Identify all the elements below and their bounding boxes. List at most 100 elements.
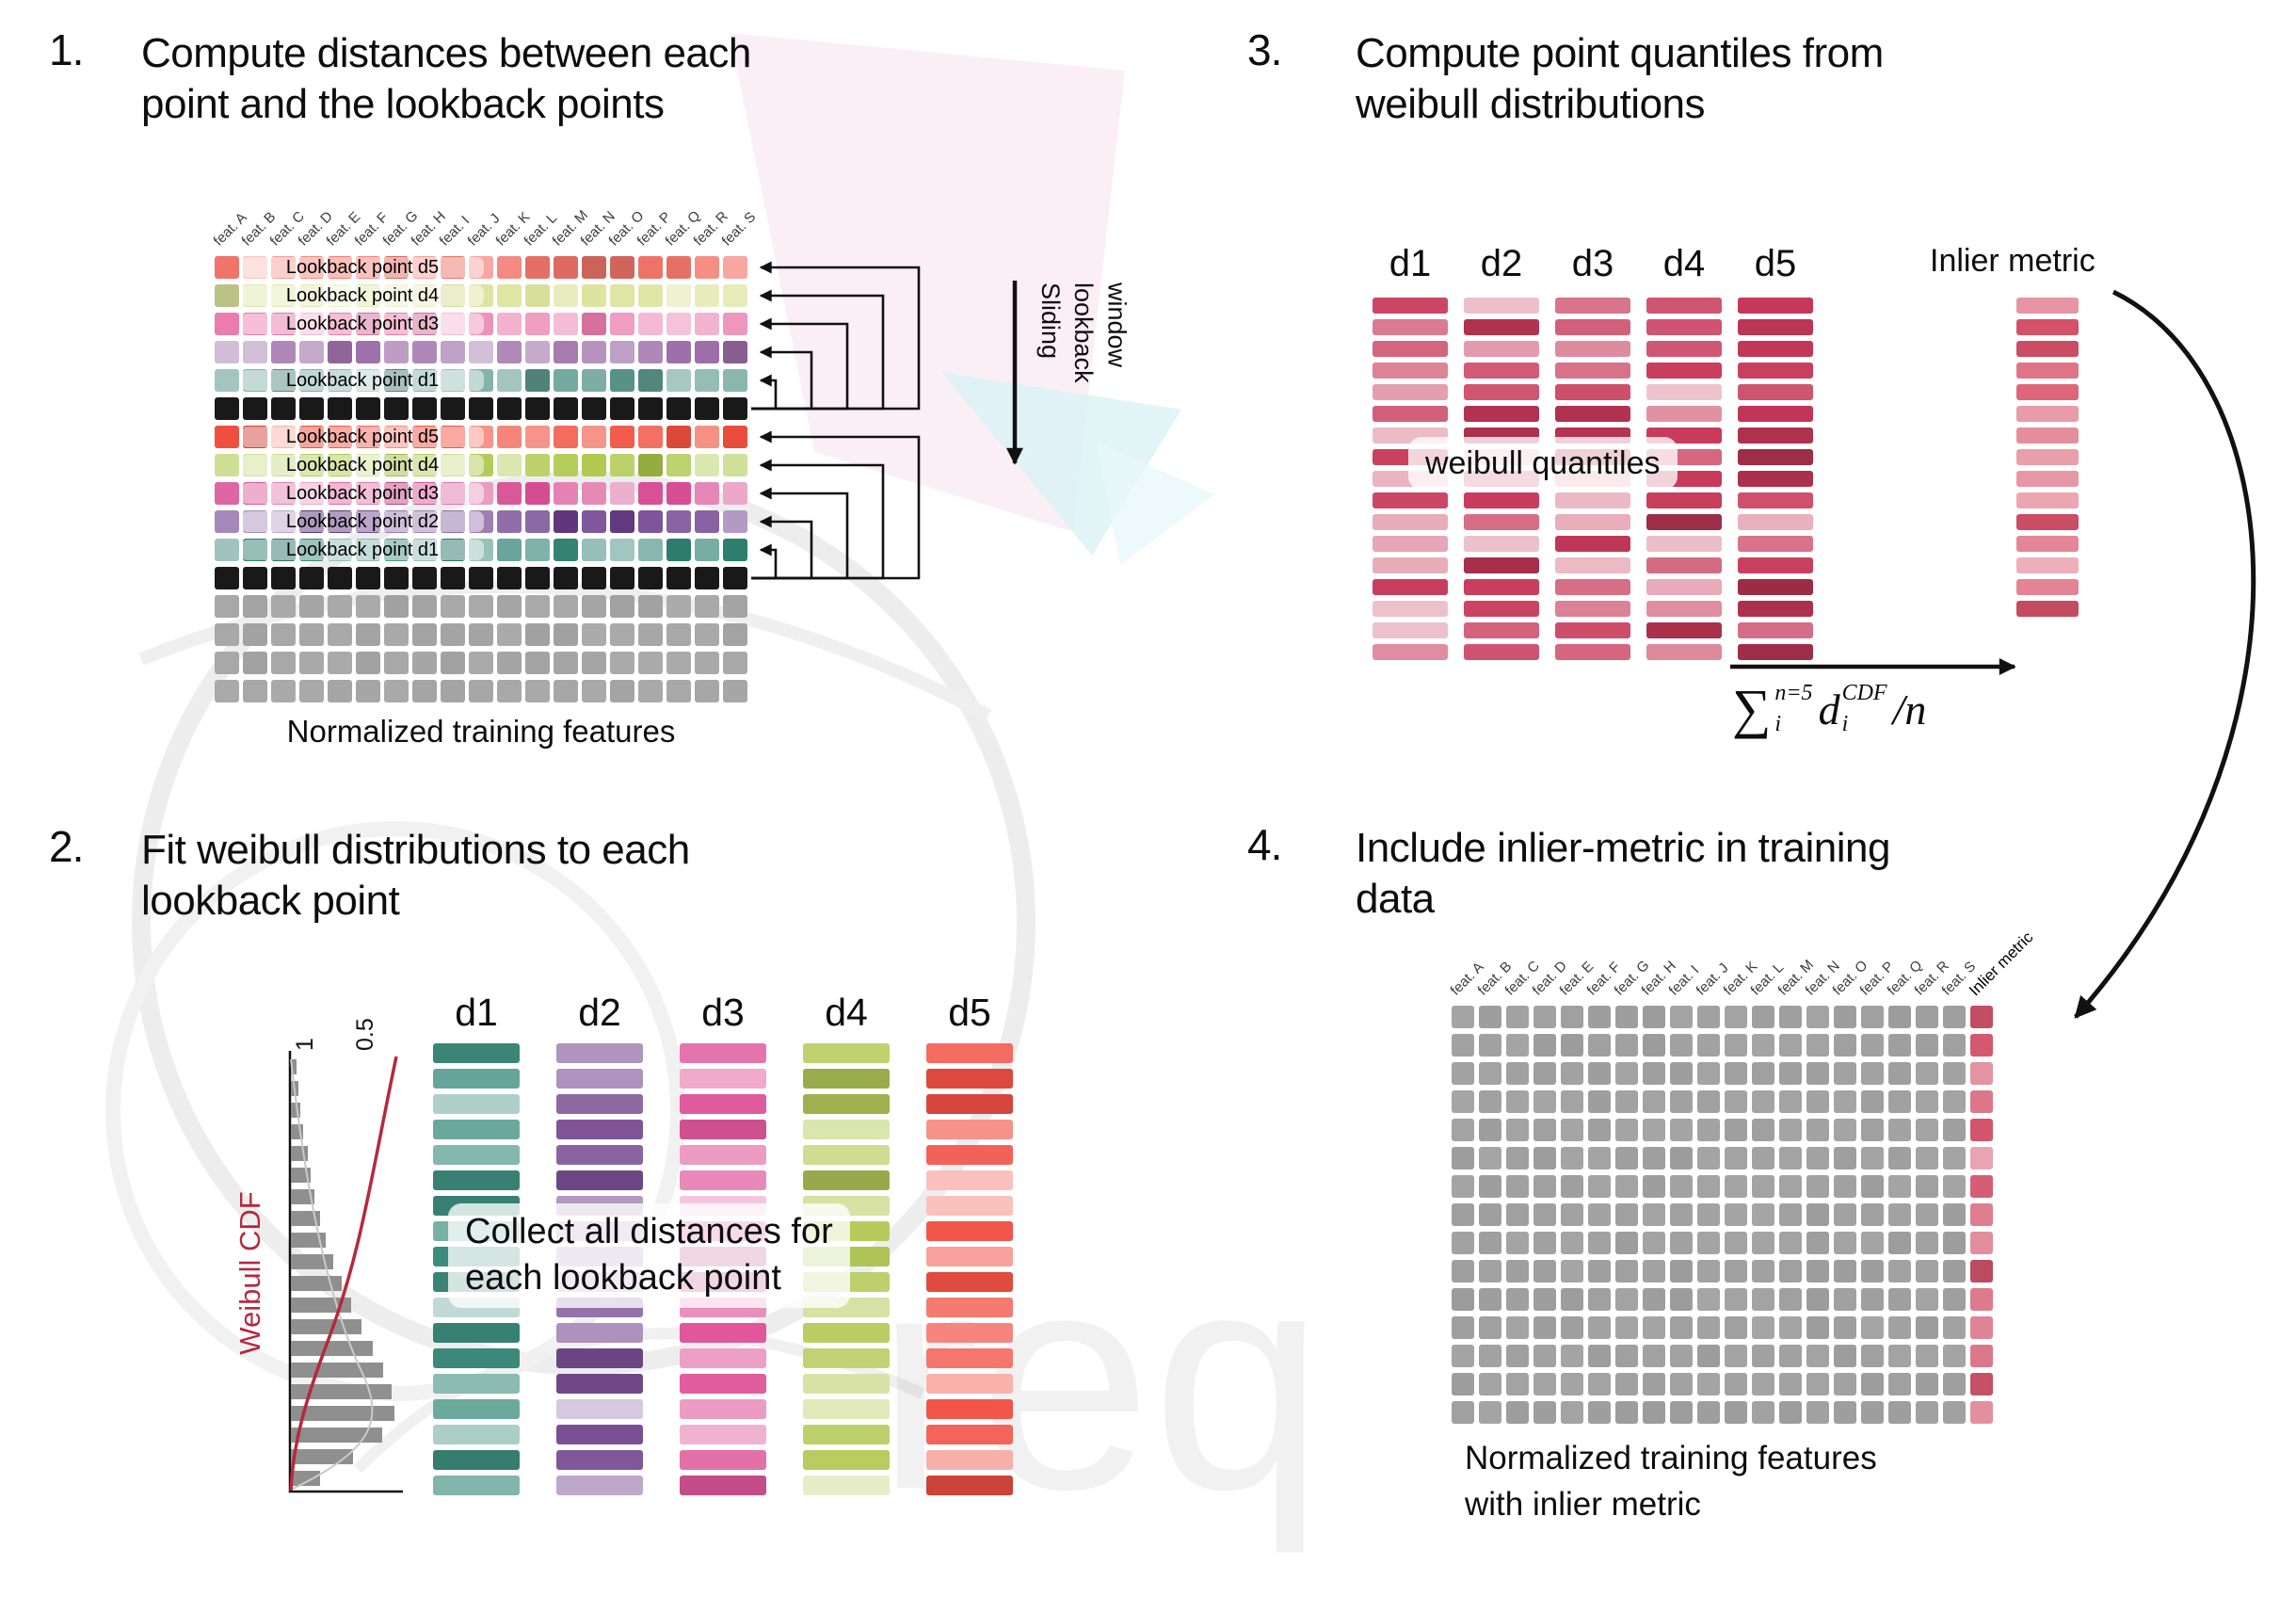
feature-cell — [610, 454, 634, 476]
feature-cell — [497, 256, 522, 279]
panel1-title: Compute distances between each point and… — [141, 28, 751, 129]
feature-cell — [1643, 1232, 1665, 1254]
histogram-bar — [291, 1103, 300, 1118]
feature-cell — [610, 510, 634, 533]
quantile-bar — [1646, 557, 1722, 573]
feature-cell — [666, 510, 691, 533]
quantile-bar — [1646, 644, 1722, 660]
feature-cell — [1834, 1316, 1856, 1339]
feature-cell — [1834, 1373, 1856, 1395]
lookback-row-label: Lookback point d1 — [241, 370, 484, 391]
distance-bar — [926, 1399, 1013, 1419]
feature-cell — [1806, 1147, 1829, 1170]
feature-cell — [1479, 1316, 1501, 1339]
feature-cell — [1670, 1034, 1693, 1057]
feature-cell — [1479, 1119, 1501, 1141]
feature-cell — [1697, 1288, 1720, 1311]
feature-cell — [723, 510, 747, 533]
feature-cell — [525, 652, 550, 674]
inlier-metric-bar — [2016, 298, 2079, 314]
feature-cell — [1779, 1119, 1802, 1141]
inlier-metric-cell — [1970, 1345, 1993, 1367]
weibull-cdf-curve — [289, 1056, 398, 1492]
panel1-title-line1: Compute distances between each — [141, 30, 751, 76]
quantile-bar — [1555, 536, 1630, 552]
distance-bar — [680, 1323, 766, 1343]
inlier-metric-bar — [2016, 319, 2079, 335]
quantile-bar — [1464, 579, 1539, 595]
quantile-bar — [1464, 644, 1539, 660]
quantile-bar — [1555, 514, 1630, 530]
feature-cell — [215, 397, 239, 420]
feature-cell — [1725, 1232, 1747, 1254]
feature-cell — [1806, 1260, 1829, 1282]
feature-cell — [1506, 1316, 1529, 1339]
feature-cell — [1506, 1203, 1529, 1226]
feature-cell — [610, 313, 634, 335]
lookback-row-label: Lookback point d5 — [241, 257, 484, 278]
feature-cell — [1533, 1401, 1556, 1424]
feature-cell — [1834, 1175, 1856, 1198]
feature-cell — [554, 313, 578, 335]
histogram-bar — [291, 1471, 320, 1486]
feature-cell — [1916, 1175, 1938, 1198]
sliding-window-label-line1: Sliding — [1036, 282, 1066, 360]
weibull-cdf-axis-label: Weibull CDF — [233, 1191, 266, 1354]
feature-cell — [1506, 1006, 1529, 1028]
inlier-metric-cell — [1970, 1373, 1993, 1395]
quantile-bar — [1555, 384, 1630, 400]
feature-cell — [695, 369, 719, 392]
distance-column-label: d1 — [455, 991, 498, 1034]
feature-cell — [1834, 1090, 1856, 1113]
feature-cell — [1670, 1260, 1693, 1282]
panel1-number: 1. — [49, 25, 84, 74]
feature-cell — [554, 397, 578, 420]
feature-cell — [1888, 1345, 1911, 1367]
feature-cell — [582, 539, 606, 561]
feature-cell — [1779, 1260, 1802, 1282]
feature-cell — [723, 284, 747, 307]
feature-cell — [1806, 1006, 1829, 1028]
lookback-row-label: Lookback point d2 — [241, 511, 484, 532]
inlier-metric-cell — [1970, 1062, 1993, 1085]
feature-cell — [638, 652, 663, 674]
feature-cell — [610, 397, 634, 420]
feature-cell — [1916, 1034, 1938, 1057]
feature-cell — [1533, 1062, 1556, 1085]
feature-cell — [384, 341, 409, 363]
feature-cell — [1533, 1034, 1556, 1057]
distance-bar — [433, 1323, 520, 1343]
feature-cell — [1779, 1316, 1802, 1339]
feature-cell — [1670, 1147, 1693, 1170]
feature-cell — [1861, 1006, 1884, 1028]
feature-cell — [356, 595, 380, 618]
quantile-bar — [1373, 622, 1448, 638]
pan2-title-line2: lookback point — [141, 877, 400, 924]
quantile-bar — [1373, 384, 1448, 400]
feature-cell — [1561, 1034, 1583, 1057]
feature-cell — [1506, 1288, 1529, 1311]
feature-cell — [1806, 1232, 1829, 1254]
distance-bar — [433, 1069, 520, 1089]
panel1-title-line2: point and the lookback points — [141, 80, 665, 127]
feature-cell — [554, 510, 578, 533]
quantile-bar — [1646, 601, 1722, 617]
formula-tail: /n — [1892, 685, 1927, 734]
feature-cell — [271, 652, 296, 674]
feature-cell — [356, 652, 380, 674]
feature-cell — [1643, 1288, 1665, 1311]
feature-cell — [638, 397, 663, 420]
feature-cell — [525, 623, 550, 646]
distance-bar — [680, 1399, 766, 1419]
feature-cell — [497, 510, 522, 533]
feature-cell — [1506, 1345, 1529, 1367]
feature-cell — [525, 369, 550, 392]
feature-cell — [554, 623, 578, 646]
feature-cell — [215, 510, 239, 533]
quantile-bar — [1373, 536, 1448, 552]
feature-cell — [1752, 1175, 1774, 1198]
feature-cell — [1861, 1401, 1884, 1424]
feature-cell — [1533, 1006, 1556, 1028]
